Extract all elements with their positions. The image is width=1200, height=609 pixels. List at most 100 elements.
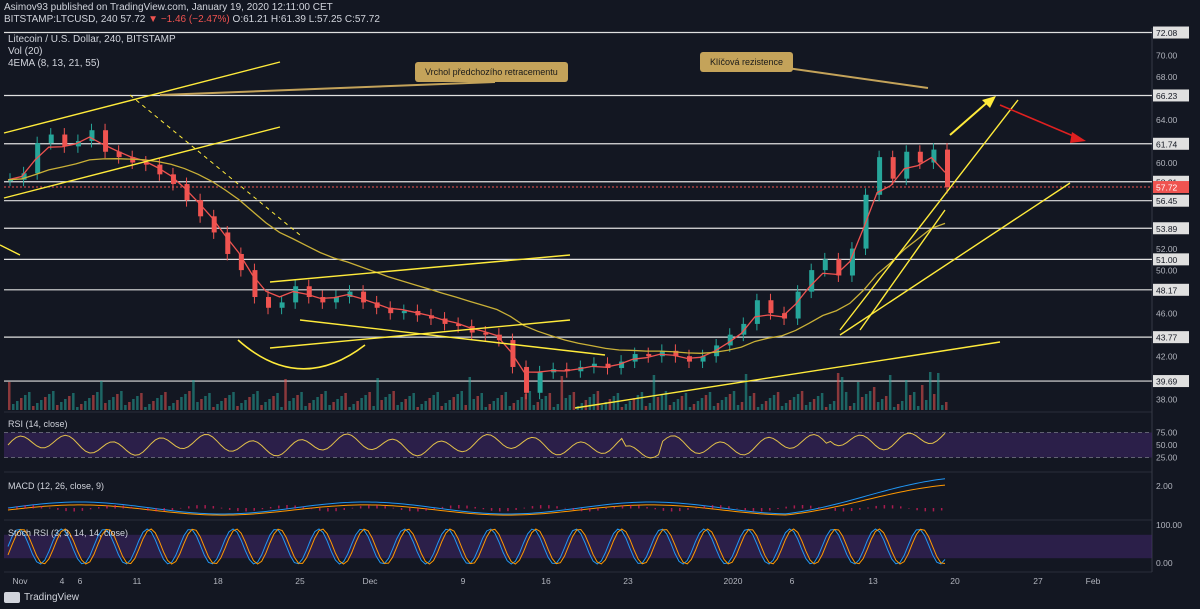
volume-bar [544,396,548,410]
volume-bar [868,391,872,410]
macd-histogram-bar [539,505,542,509]
macd-histogram-bar [425,508,427,511]
stoch-d-line [7,528,946,565]
volume-bar [432,395,435,410]
candle-body [306,286,312,298]
macd-histogram-bar [719,505,722,509]
macd-histogram-bar [376,505,378,509]
rsi-band [4,432,1152,458]
volume-bar [904,380,908,410]
volume-bar [384,397,387,410]
volume-bar [884,396,888,410]
stoch-axis-label: 0.00 [1156,558,1173,568]
macd-histogram-bar [155,508,157,512]
macd-histogram-bar [580,508,583,512]
volume-bar [472,399,475,410]
macd-histogram-bar [859,508,861,510]
candle-body [361,291,367,303]
volume-bar [176,400,179,410]
volume-bar [336,399,339,410]
volume-bar [248,397,251,410]
volume-bar [840,377,844,410]
macd-histogram-bar [294,505,296,509]
volume-bar [92,395,95,410]
volume-bar [880,399,884,410]
candle-body [945,149,950,188]
rounded-bottom-curve [237,339,366,370]
macd-histogram-bar [736,507,738,509]
macd-histogram-bar [310,508,313,510]
volume-bar [304,406,307,410]
volume-bar [872,387,876,410]
volume-bar [12,404,15,410]
volume-bar [820,393,824,410]
macd-histogram-bar [114,505,116,509]
annotation-previous-retracement-top: Vrchol předchozího retracementu [415,62,568,82]
trendline [269,254,571,283]
volume-bar [832,401,836,410]
rsi-pane-title: RSI (14, close) [8,419,68,429]
volume-bar [788,400,792,410]
volume-bar [400,402,403,410]
macd-histogram-bar [867,507,869,509]
candle-body [754,300,760,324]
macd-histogram-bar [8,508,10,509]
price-axis-label: 66.23 [1156,91,1178,101]
volume-bar [72,393,75,410]
rsi-axis-label: 50.00 [1156,440,1178,450]
price-axis-label: 46.00 [1156,309,1178,319]
price-axis-label: 68.00 [1156,72,1178,82]
annotation-key-resistance: Klíčová rezistence [700,52,794,72]
macd-histogram-bar [744,508,747,511]
candle-body [714,345,720,357]
volume-bar [700,398,704,410]
volume-bar [916,406,920,410]
volume-bar [945,402,948,410]
macd-pane-title: MACD (12, 26, close, 9) [8,481,105,491]
level-price-tag [1153,331,1189,344]
macd-histogram-bar [916,508,918,511]
macd-histogram-bar [842,508,845,512]
volume-bar [936,373,940,410]
volume-bar [376,378,379,410]
volume-bar [720,400,724,410]
macd-histogram-bar [73,508,75,512]
candle-body [904,151,910,179]
macd-histogram-bar [212,506,215,509]
candle-body [374,302,380,308]
volume-bar [600,405,604,410]
macd-histogram-bar [589,508,591,512]
volume-bar [32,406,35,410]
macd-histogram-bar [245,508,247,512]
macd-histogram-bar [752,508,755,512]
volume-bar [252,394,255,410]
macd-histogram-bar [302,506,305,509]
volume-bar [604,402,608,410]
macd-histogram-bar [351,507,354,509]
price-axis-label: 50.00 [1156,266,1178,276]
volume-bar [812,399,816,410]
volume-bar [104,403,107,410]
macd-histogram-bar [441,506,444,509]
macd-histogram-bar [368,505,370,509]
volume-bar [772,395,776,410]
macd-histogram-bar [785,506,787,509]
level-price-tag [1153,137,1189,150]
candle-body [333,297,339,303]
volume-bar [584,400,588,410]
volume-bar [848,406,852,410]
volume-bar [36,403,39,410]
volume-bar [864,394,868,410]
volume-bar [688,407,692,410]
time-axis-label: 23 [623,576,633,586]
volume-bar [140,393,143,410]
candle-body [877,157,883,195]
candle-body [89,130,95,141]
level-price-tag [1153,89,1189,102]
volume-bar [8,382,11,410]
price-axis-label: 56.45 [1156,196,1178,206]
macd-histogram-bar [818,507,820,509]
volume-bar [480,393,484,410]
last-price-label: 57.72 [120,14,146,25]
tradingview-logo-text: TradingView [24,592,80,603]
